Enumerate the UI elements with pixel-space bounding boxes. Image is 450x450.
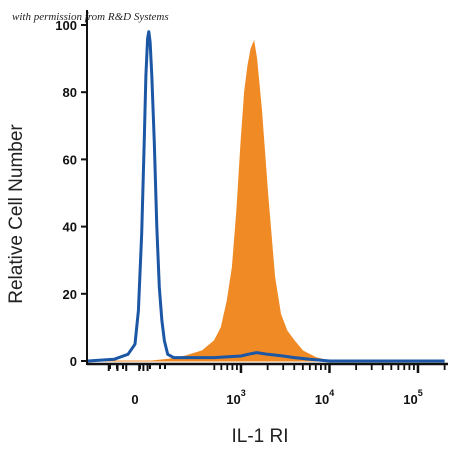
y-tick-label: 80 — [63, 85, 77, 100]
y-tick-label: 100 — [55, 18, 77, 33]
watermark-text: with permission from R&D Systems — [12, 11, 169, 23]
x-tick-label: 104 — [315, 388, 334, 407]
stained-histogram-area — [88, 39, 445, 362]
x-tick-label: 103 — [226, 388, 245, 407]
plot-area: 0 20 40 60 80 100 0 103 104 105 — [55, 10, 448, 407]
x-tick-exponent: 3 — [241, 388, 246, 398]
x-tick-exponent: 4 — [329, 388, 334, 398]
y-tick-label: 0 — [70, 354, 77, 369]
series-layer — [87, 30, 445, 363]
x-tick-label: 105 — [403, 388, 422, 407]
x-tick-layer: 0 103 104 105 — [107, 364, 446, 407]
y-tick-label: 40 — [63, 220, 77, 235]
isotype-histogram-outline — [87, 30, 445, 363]
x-tick-label: 0 — [131, 392, 138, 407]
y-tick-layer: 0 20 40 60 80 100 — [55, 18, 87, 369]
x-axis-label: IL-1 RI — [231, 426, 288, 447]
y-tick-label: 60 — [63, 152, 77, 167]
y-axis-label: Relative Cell Number — [6, 124, 27, 304]
y-tick-label: 20 — [63, 287, 77, 302]
x-tick-exponent: 5 — [418, 388, 423, 398]
